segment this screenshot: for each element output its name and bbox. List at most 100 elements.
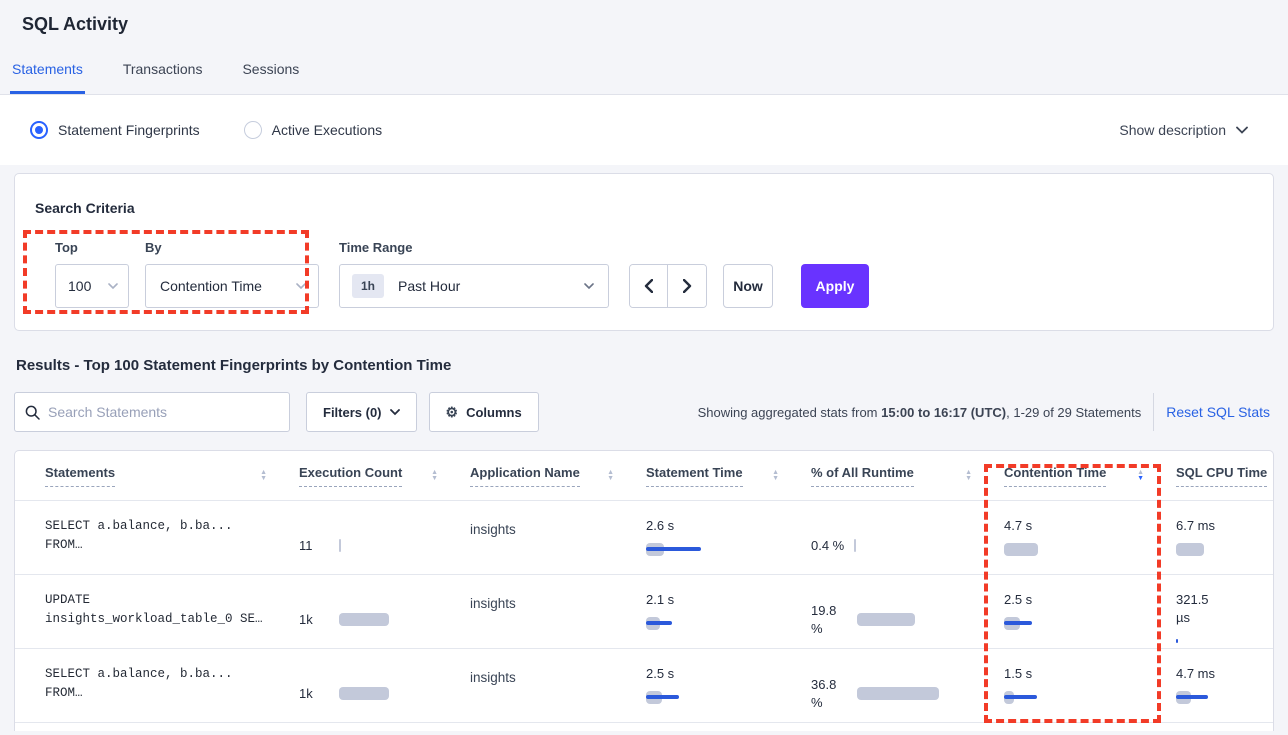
radio-selected-icon (30, 121, 48, 139)
sort-icon[interactable]: ▲ ▼ (772, 468, 779, 482)
by-label: By (145, 240, 162, 255)
tab-transactions[interactable]: Transactions (122, 61, 203, 77)
statement-fingerprint-link[interactable]: SELECT a.balance, b.ba... FROM… (45, 519, 233, 552)
sort-icon[interactable]: ▲ ▼ (260, 468, 267, 482)
contention-time-cell: 1.5 s (990, 649, 1162, 722)
bar-chart (646, 690, 783, 704)
radio-unselected-icon (243, 121, 262, 139)
statement-fingerprint-link[interactable]: UPDATE insights_workload_table_0 SE… (45, 593, 263, 626)
apply-button[interactable]: Apply (801, 264, 869, 308)
column-header-contention-time[interactable]: Contention Time ▲ ▼ (990, 465, 1162, 487)
sort-icon[interactable]: ▲ ▼ (431, 468, 438, 482)
sql-cpu-time-cell: 4.7 ms (1162, 649, 1273, 722)
bar-chart (854, 539, 857, 553)
search-criteria-card: Search Criteria Top 100 By Contention Ti… (14, 173, 1274, 331)
application-name-cell: insights (470, 596, 516, 611)
radio-active-executions[interactable]: Active Executions (243, 121, 383, 139)
by-select-value: Contention Time (160, 278, 262, 294)
chevron-down-icon (1236, 126, 1248, 134)
bar-chart (339, 613, 389, 627)
bar-chart (1176, 634, 1259, 648)
radio-label: Active Executions (271, 122, 383, 138)
results-toolbar: Filters (0) ⚙ Columns Showing aggregated… (14, 392, 1274, 432)
page-title: SQL Activity (22, 14, 129, 34)
statement-time-cell: 2.5 s (632, 649, 797, 722)
table-row: SELECT a.balance, b.ba... FROM… 1k insig… (15, 649, 1273, 723)
column-header-pct-all-runtime[interactable]: % of All Runtime ▲ ▼ (797, 465, 990, 487)
sql-cpu-time-cell: 321.5 µs (1162, 575, 1273, 648)
bar-chart (857, 613, 915, 627)
filters-label: Filters (0) (323, 404, 382, 420)
time-nav-group (629, 264, 707, 308)
time-range-select[interactable]: 1h Past Hour (339, 264, 609, 308)
page-header: SQL Activity Statements Transactions Ses… (0, 0, 1288, 95)
application-name-cell: insights (470, 522, 516, 537)
bar-chart (339, 539, 341, 553)
contention-time-cell: 4.7 s (990, 501, 1162, 574)
columns-label: Columns (466, 404, 522, 420)
by-select[interactable]: Contention Time (145, 264, 319, 308)
top-field: Top 100 (55, 240, 129, 308)
column-header-sql-cpu-time[interactable]: SQL CPU Time (1162, 465, 1273, 487)
radio-statement-fingerprints[interactable]: Statement Fingerprints (30, 121, 200, 139)
toolbar-divider (1153, 393, 1155, 431)
chevron-down-icon (389, 408, 400, 416)
tab-sessions[interactable]: Sessions (242, 61, 300, 77)
bar-chart (1176, 690, 1259, 704)
statement-fingerprint-link[interactable]: SELECT a.balance, b.ba... FROM… (45, 667, 233, 700)
application-name-cell: insights (470, 670, 516, 685)
time-range-badge: 1h (352, 274, 385, 298)
show-description-label: Show description (1119, 122, 1226, 138)
search-criteria-heading: Search Criteria (35, 200, 135, 216)
column-header-execution-count[interactable]: Execution Count ▲ ▼ (285, 465, 456, 487)
statements-table: Statements ▲ ▼ Execution Count ▲ ▼ Applica… (14, 450, 1274, 731)
table-row: UPDATE insights_workload_table_0 SE… 1k … (15, 575, 1273, 649)
sort-icon[interactable]: ▲ ▼ (965, 468, 972, 482)
time-range-field: Time Range 1h Past Hour (339, 240, 609, 308)
table-row: SELECT a.balance, b.ba... FROM… 11 insig… (15, 501, 1273, 575)
bar-chart (857, 687, 939, 701)
chevron-left-icon (644, 279, 653, 293)
column-header-application-name[interactable]: Application Name ▲ ▼ (456, 465, 632, 487)
bar-chart (1004, 690, 1148, 704)
table-header-row: Statements ▲ ▼ Execution Count ▲ ▼ Applica… (15, 451, 1273, 501)
bar-chart (1004, 542, 1148, 556)
aggregated-stats-text: Showing aggregated stats from 15:00 to 1… (697, 404, 1142, 420)
bar-chart (1004, 616, 1148, 630)
top-label: Top (55, 240, 78, 255)
search-statements-box (14, 392, 290, 432)
filters-button[interactable]: Filters (0) (306, 392, 417, 432)
reset-sql-stats-link[interactable]: Reset SQL Stats (1166, 404, 1270, 420)
chevron-down-icon (108, 282, 118, 290)
now-button[interactable]: Now (723, 264, 773, 308)
radio-label: Statement Fingerprints (58, 122, 200, 138)
next-time-button[interactable] (668, 265, 706, 307)
main-content: Search Criteria Top 100 By Contention Ti… (0, 165, 1288, 731)
stats-time-range: 15:00 to 16:17 (UTC) (881, 404, 1007, 420)
sort-icon-active-desc[interactable]: ▲ ▼ (1137, 468, 1144, 482)
execution-count-cell: 1k (285, 575, 456, 648)
top-select-value: 100 (68, 278, 92, 294)
contention-time-cell: 2.5 s (990, 575, 1162, 648)
search-statements-input[interactable] (48, 404, 279, 420)
bar-chart (646, 542, 783, 556)
tab-statements[interactable]: Statements (10, 61, 85, 94)
time-range-value: Past Hour (398, 278, 461, 294)
bar-chart (339, 687, 389, 701)
columns-button[interactable]: ⚙ Columns (428, 392, 539, 432)
previous-time-button[interactable] (630, 265, 668, 307)
pct-runtime-cell: 36.8 % (797, 649, 990, 722)
sort-icon[interactable]: ▲ ▼ (607, 468, 614, 482)
sql-cpu-time-cell: 6.7 ms (1162, 501, 1273, 574)
show-description-toggle[interactable]: Show description (1119, 122, 1248, 138)
view-toggle-band: Statement Fingerprints Active Executions… (0, 95, 1288, 165)
column-header-statement-time[interactable]: Statement Time ▲ ▼ (632, 465, 797, 487)
top-select[interactable]: 100 (55, 264, 129, 308)
chevron-down-icon (584, 282, 594, 290)
statement-time-cell: 2.6 s (632, 501, 797, 574)
pct-runtime-cell: 19.8 % (797, 575, 990, 648)
search-criteria-row: Top 100 By Contention Time (35, 240, 1253, 308)
column-header-statements[interactable]: Statements ▲ ▼ (15, 465, 285, 487)
bar-chart (646, 616, 783, 630)
